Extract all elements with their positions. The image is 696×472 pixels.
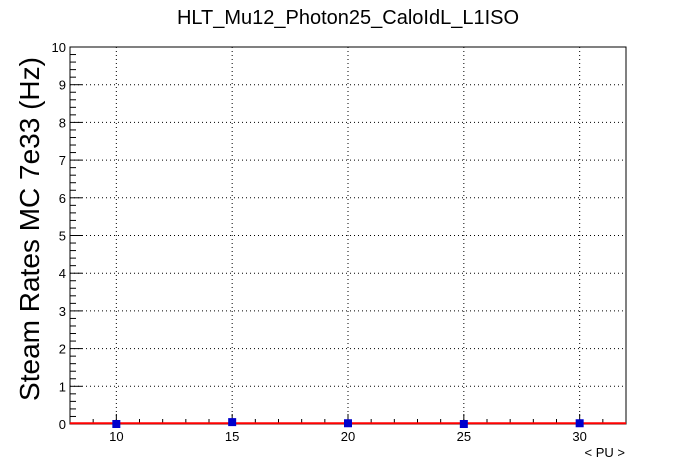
x-tick-label: 15 [225,429,239,444]
y-tick-label: 9 [59,78,66,93]
grid-lines [70,47,626,424]
data-point [575,419,584,428]
y-tick-label: 5 [59,229,66,244]
y-tick-label: 8 [59,115,66,130]
data-point [228,418,237,427]
data-points [112,418,584,428]
y-tick-label: 7 [59,153,66,168]
axes: 0 1 2 3 4 5 6 7 8 9 10 10 15 20 25 30 [52,40,627,444]
y-tick-label: 2 [59,342,66,357]
x-tick-label: 30 [572,429,586,444]
y-tick-label: 1 [59,379,66,394]
data-point [459,420,468,428]
x-tick-label: 25 [457,429,471,444]
y-tick-label: 0 [59,417,66,432]
x-axis-label: < PU > [585,445,625,460]
y-tick-label: 3 [59,304,66,319]
chart-title: HLT_Mu12_Photon25_CaloIdL_L1ISO [177,7,519,29]
data-point [112,420,121,428]
x-tick-label: 20 [341,429,355,444]
data-point [344,419,352,428]
y-tick-label: 6 [59,191,66,206]
y-tick-label: 4 [59,266,66,281]
y-tick-label: 10 [52,40,66,55]
y-axis-label: Steam Rates MC 7e33 (Hz) [14,57,45,401]
x-tick-label: 10 [109,429,123,444]
